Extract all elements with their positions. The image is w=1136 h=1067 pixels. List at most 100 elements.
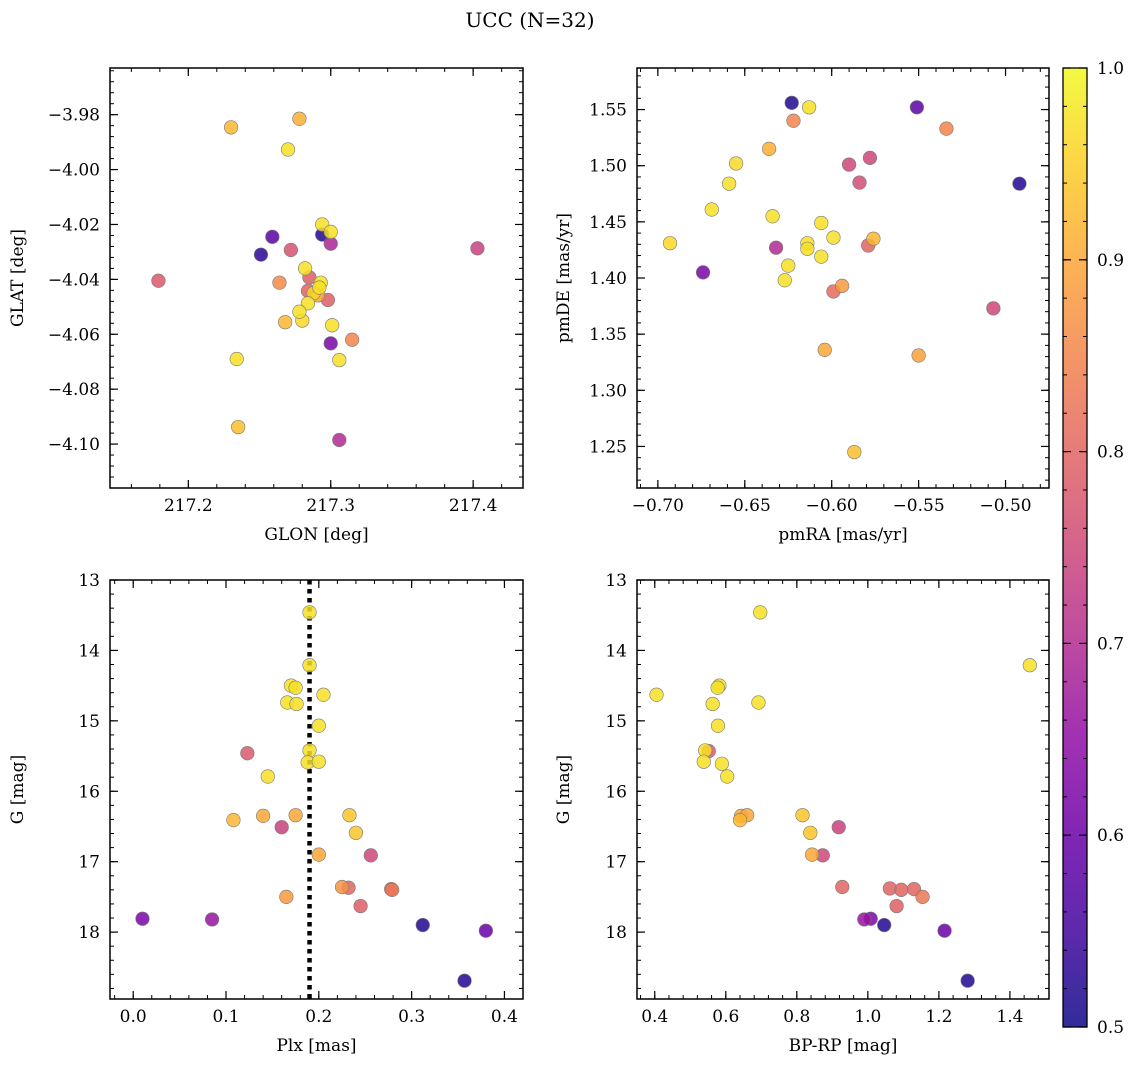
y-tick-label: 1.30 (589, 381, 627, 401)
data-point (862, 150, 878, 165)
x-axis-label: GLON [deg] (264, 525, 368, 545)
y-tick-label: −4.06 (48, 325, 100, 345)
pmra-pmde-panel: −0.70 −0.65 −0.60 −0.55 −0.50 1.25 1.30 1.35 1.4… (554, 67, 1050, 545)
data-point (323, 336, 338, 351)
data-point (223, 120, 239, 135)
data-point (835, 879, 850, 895)
y-tick-label: 14 (78, 641, 100, 661)
data-point (231, 419, 246, 435)
y-tick-label: 13 (605, 571, 627, 591)
data-point (802, 100, 817, 115)
x-tick-label: 0.4 (641, 1007, 668, 1027)
data-point (753, 605, 768, 620)
y-axis-label: GLAT [deg] (8, 229, 28, 327)
data-point (704, 202, 719, 217)
data-point (960, 973, 975, 988)
data-point (866, 231, 881, 246)
y-tick-label: 18 (78, 923, 100, 943)
y-axis-label: G [mag] (554, 755, 574, 824)
y-tick-label: 1.25 (589, 437, 627, 457)
data-point (312, 280, 327, 295)
data-point (204, 912, 220, 927)
data-point (710, 718, 726, 733)
data-point (283, 242, 298, 258)
data-point (831, 820, 846, 835)
data-point (353, 898, 368, 914)
x-tick-label: 0.4 (491, 1007, 518, 1027)
data-point (280, 142, 296, 157)
x-tick-label: 1.4 (996, 1007, 1023, 1027)
data-point (316, 687, 331, 702)
y-tick-label: −4.10 (48, 435, 100, 455)
y-axis-label: pmDE [mas/yr] (554, 213, 574, 343)
data-point (288, 808, 303, 823)
x-tick-label: 0.2 (305, 1007, 332, 1027)
data-point (311, 718, 326, 733)
data-point (385, 882, 400, 897)
data-point (777, 273, 792, 288)
data-point (939, 121, 954, 136)
data-point (662, 236, 678, 251)
data-point (804, 847, 820, 862)
y-tick-label: 1.35 (589, 325, 627, 345)
x-tick-label: −0.65 (719, 496, 771, 516)
data-point (937, 923, 952, 938)
y-tick-label: −4.04 (48, 270, 100, 290)
data-point (765, 209, 780, 224)
x-tick-label: 1.2 (925, 1007, 952, 1027)
data-point (311, 847, 326, 862)
data-point (292, 304, 307, 319)
colorbar-tick-label: 0.8 (1097, 443, 1124, 463)
data-point (857, 912, 872, 927)
plot-frame (636, 579, 1050, 1000)
data-point (795, 808, 810, 823)
y-tick-label: −4.08 (48, 380, 100, 400)
x-tick-label: −0.70 (632, 496, 684, 516)
y-tick-label: 15 (605, 712, 627, 732)
colorbar-tick-label: 0.5 (1097, 1018, 1124, 1038)
data-point (768, 240, 784, 255)
data-point (909, 100, 924, 115)
data-point (826, 230, 841, 245)
y-tick-label: 1.50 (589, 157, 627, 177)
x-tick-label: 217.2 (164, 496, 213, 516)
x-tick-label: 0.0 (120, 1007, 147, 1027)
data-point (722, 176, 737, 191)
y-tick-label: 16 (605, 782, 627, 802)
data-point (342, 808, 357, 823)
data-point (288, 680, 303, 695)
data-point (889, 898, 904, 914)
x-tick-label: 217.4 (449, 496, 498, 516)
data-point (332, 432, 347, 448)
y-axis-label: G [mag] (8, 755, 28, 824)
y-tick-label: 15 (78, 712, 100, 732)
data-point (332, 352, 347, 368)
x-tick-label: −0.60 (806, 496, 858, 516)
bprp-g-panel: 0.4 0.6 0.8 1.0 1.2 1.4 13 14 15 16 17 18 BP-RP [mag… (554, 571, 1050, 1056)
x-tick-label: 0.3 (398, 1007, 425, 1027)
data-point (415, 917, 430, 933)
data-point (260, 769, 275, 784)
data-point (135, 911, 150, 926)
data-point (649, 687, 664, 702)
colorbar-tick-label: 1.0 (1097, 59, 1124, 79)
data-point (278, 315, 293, 330)
data-point (852, 175, 867, 190)
x-axis-label: pmRA [mas/yr] (778, 525, 907, 545)
data-point (302, 605, 317, 620)
data-point (814, 215, 829, 231)
x-tick-label: 0.6 (712, 1007, 739, 1027)
y-tick-label: 1.45 (589, 213, 627, 233)
data-point (363, 848, 378, 863)
data-point (229, 351, 244, 367)
data-point (279, 889, 294, 904)
plot-frame (109, 67, 524, 489)
data-point (784, 95, 799, 110)
data-point (478, 923, 493, 938)
figure-title: UCC (N=32) (465, 8, 594, 32)
data-point (696, 754, 711, 769)
data-point (786, 113, 801, 128)
data-point (710, 680, 725, 695)
x-axis-label: Plx [mas] (276, 1036, 356, 1056)
